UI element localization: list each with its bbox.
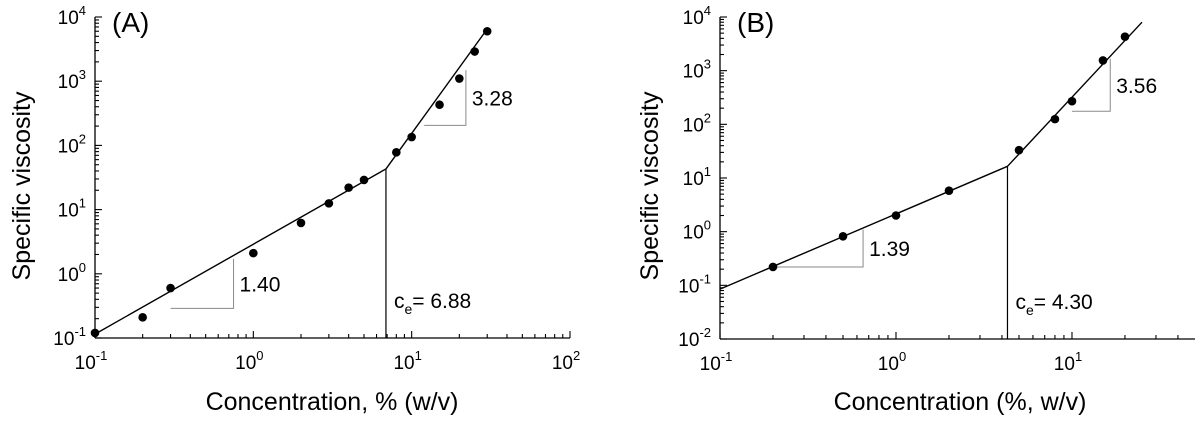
data-point (296, 218, 306, 228)
y-tick-label: 103 (683, 57, 711, 83)
y-tick-label: 103 (58, 67, 86, 93)
x-tick-label: 100 (235, 348, 263, 374)
fit-line-dilute (94, 168, 387, 335)
slope-label: 3.28 (472, 88, 513, 111)
x-tick-label: 100 (878, 349, 906, 375)
data-point (1014, 145, 1024, 155)
data-point (768, 262, 778, 272)
y-tick-label: 101 (58, 196, 86, 222)
slope-triangle (424, 70, 467, 126)
data-point (455, 74, 464, 83)
y-tick-label: 100 (58, 260, 86, 286)
data-point (838, 231, 848, 241)
y-axis-title: Specific viscosity (636, 91, 664, 280)
y-tick-label: 104 (58, 3, 86, 29)
x-tick-label: 101 (1054, 349, 1082, 375)
slope-label: 1.39 (869, 238, 910, 261)
data-point (359, 175, 369, 185)
data-point (1098, 56, 1108, 65)
slope-triangle (1071, 58, 1111, 112)
data-point (944, 186, 954, 195)
y-axis-title: Specific viscosity (8, 91, 36, 280)
data-point (324, 199, 334, 208)
y-tick-label: 102 (58, 131, 86, 157)
data-point (482, 26, 492, 36)
data-point (470, 47, 479, 56)
slope-label: 1.40 (240, 274, 281, 297)
data-point (344, 183, 353, 192)
fit-line-entangled (385, 28, 488, 170)
slope-triangle (170, 259, 235, 309)
panel-a: 10-1 100 101 102 10-1 100 101 102 103 104 Concentr… (8, 3, 580, 416)
x-axis-title: Concentration (%, w/v) (834, 388, 1087, 416)
data-point (90, 328, 100, 338)
y-tick-label: 10-1 (678, 271, 711, 297)
panel-b: 10-1 100 10110-210-1100101102103104Concent… (636, 3, 1195, 416)
slope-triangle (772, 229, 864, 268)
ce-label: ce= 6.88 (394, 290, 471, 317)
data-point (166, 283, 175, 293)
fit-line-dilute (719, 165, 1008, 290)
data-point (1120, 32, 1130, 41)
x-tick-label: 10-1 (75, 348, 108, 374)
data-point (891, 211, 901, 220)
slope-label: 3.56 (1116, 75, 1157, 98)
ce-label: ce= 4.30 (1015, 291, 1092, 318)
fit-line-entangled (1006, 21, 1143, 167)
y-tick-label: 10-2 (678, 325, 711, 351)
panel-label: (B) (737, 7, 774, 38)
data-point (1050, 114, 1060, 124)
y-tick-label: 100 (683, 218, 711, 244)
data-point (138, 313, 147, 322)
y-tick-label: 104 (683, 3, 711, 29)
y-tick-label: 10-1 (53, 324, 86, 350)
x-tick-label: 10-1 (700, 349, 733, 375)
data-point (435, 100, 444, 110)
panel-label: (A) (112, 7, 149, 38)
data-point (1067, 96, 1077, 106)
y-tick-label: 102 (683, 110, 711, 136)
data-point (249, 248, 258, 258)
data-point (407, 132, 416, 142)
x-axis-title: Concentration, % (w/v) (206, 388, 459, 416)
y-tick-label: 101 (683, 164, 711, 190)
x-tick-label: 101 (393, 348, 421, 374)
data-point (392, 148, 401, 157)
x-tick-label: 102 (552, 348, 580, 374)
